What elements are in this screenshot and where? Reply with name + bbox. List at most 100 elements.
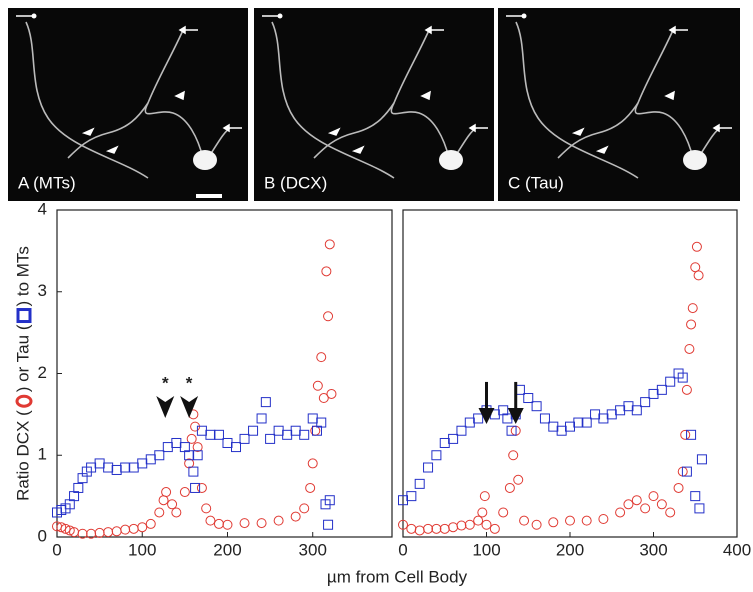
tau-point xyxy=(573,417,584,428)
dcx-point xyxy=(94,527,105,538)
annotation: * xyxy=(162,373,169,392)
arrowhead xyxy=(105,145,119,154)
dcx-point xyxy=(680,429,691,440)
dcx-point xyxy=(321,266,332,277)
tau-point xyxy=(539,413,550,424)
cell-body xyxy=(683,150,707,170)
dcx-point xyxy=(103,527,114,538)
dcx-point xyxy=(167,499,178,510)
arrowhead xyxy=(420,90,431,101)
tau-point xyxy=(640,397,651,408)
tau-point xyxy=(439,437,450,448)
tau-point xyxy=(406,491,417,502)
dcx-point xyxy=(324,239,335,250)
dcx-point xyxy=(145,518,156,529)
tau-point xyxy=(565,421,575,432)
arrow-head xyxy=(468,123,476,133)
dcx-point xyxy=(184,458,195,469)
tau-point xyxy=(473,413,484,424)
cell-body xyxy=(439,150,463,170)
neurite xyxy=(634,27,694,159)
tau-point xyxy=(307,413,318,424)
tau-point xyxy=(111,464,122,475)
dcx-point xyxy=(307,458,318,469)
tau-point xyxy=(239,433,250,444)
dcx-point xyxy=(316,352,327,363)
tau-point xyxy=(448,433,459,444)
micrograph: B (DCX) xyxy=(262,13,488,192)
tau-point xyxy=(162,442,173,453)
dcx-point xyxy=(690,262,701,273)
dcx-point xyxy=(158,495,169,506)
arrow-head xyxy=(478,407,495,424)
dcx-point xyxy=(686,319,697,330)
dcx-point xyxy=(640,503,651,514)
tau-point xyxy=(248,425,259,436)
dcx-point xyxy=(691,241,702,252)
tau-point xyxy=(73,482,84,493)
neurite xyxy=(25,21,149,179)
dcx-point xyxy=(581,515,592,526)
tau-point xyxy=(631,405,642,416)
x-tick-label: 300 xyxy=(639,540,667,559)
dcx-point xyxy=(137,522,148,533)
panel-label: A (MTs) xyxy=(18,173,76,192)
dcx-point xyxy=(598,514,609,525)
tau-point xyxy=(656,384,667,395)
neurite xyxy=(515,21,639,179)
dcx-point xyxy=(290,511,301,522)
arrowhead xyxy=(156,395,175,418)
tau-point xyxy=(196,425,207,436)
panel-label: B (DCX) xyxy=(264,173,327,192)
arrow-head xyxy=(424,25,432,35)
dcx-point xyxy=(318,393,329,404)
dot xyxy=(31,13,37,19)
neurite xyxy=(313,102,395,159)
dcx-point xyxy=(323,311,334,322)
dcx-point xyxy=(312,380,323,391)
legend-symbol xyxy=(15,394,33,408)
y-tick-label: 4 xyxy=(38,199,47,218)
dcx-point xyxy=(648,491,659,502)
dcx-point xyxy=(439,523,450,534)
tau-point xyxy=(498,405,509,416)
tau-point xyxy=(423,462,434,473)
dcx-point xyxy=(665,507,676,518)
dcx-point xyxy=(171,507,182,518)
dcx-point xyxy=(448,522,459,533)
neurite xyxy=(144,27,204,159)
dcx-point xyxy=(414,525,425,536)
x-tick-label: 200 xyxy=(213,540,241,559)
legend-symbol xyxy=(16,308,32,324)
dcx-point xyxy=(222,519,233,530)
y-tick-label: 3 xyxy=(38,281,47,300)
dcx-point xyxy=(154,507,165,518)
tau-point xyxy=(694,503,705,514)
dcx-point xyxy=(693,270,704,281)
tau-point xyxy=(523,393,534,404)
tau-point xyxy=(623,401,634,412)
dcx-point xyxy=(406,523,417,534)
dcx-point xyxy=(213,518,224,529)
y-label-part: ) to MTs xyxy=(13,246,32,306)
dcx-point xyxy=(631,495,642,506)
tau-point xyxy=(686,429,697,440)
dcx-point xyxy=(479,491,490,502)
dot xyxy=(277,13,283,19)
tau-point xyxy=(120,462,131,473)
tau-point xyxy=(192,450,203,461)
arrowhead xyxy=(174,90,185,101)
dcx-point xyxy=(60,523,71,534)
dcx-point xyxy=(489,523,500,534)
dcx-point xyxy=(673,482,684,493)
dcx-point xyxy=(519,515,530,526)
dcx-point xyxy=(201,503,212,514)
dcx-point xyxy=(498,507,509,518)
dcx-point xyxy=(273,515,284,526)
dcx-point xyxy=(161,487,172,498)
micrograph: A (MTs) xyxy=(16,13,242,198)
tau-point xyxy=(299,429,310,440)
tau-point xyxy=(548,421,559,432)
tau-point xyxy=(615,405,626,416)
